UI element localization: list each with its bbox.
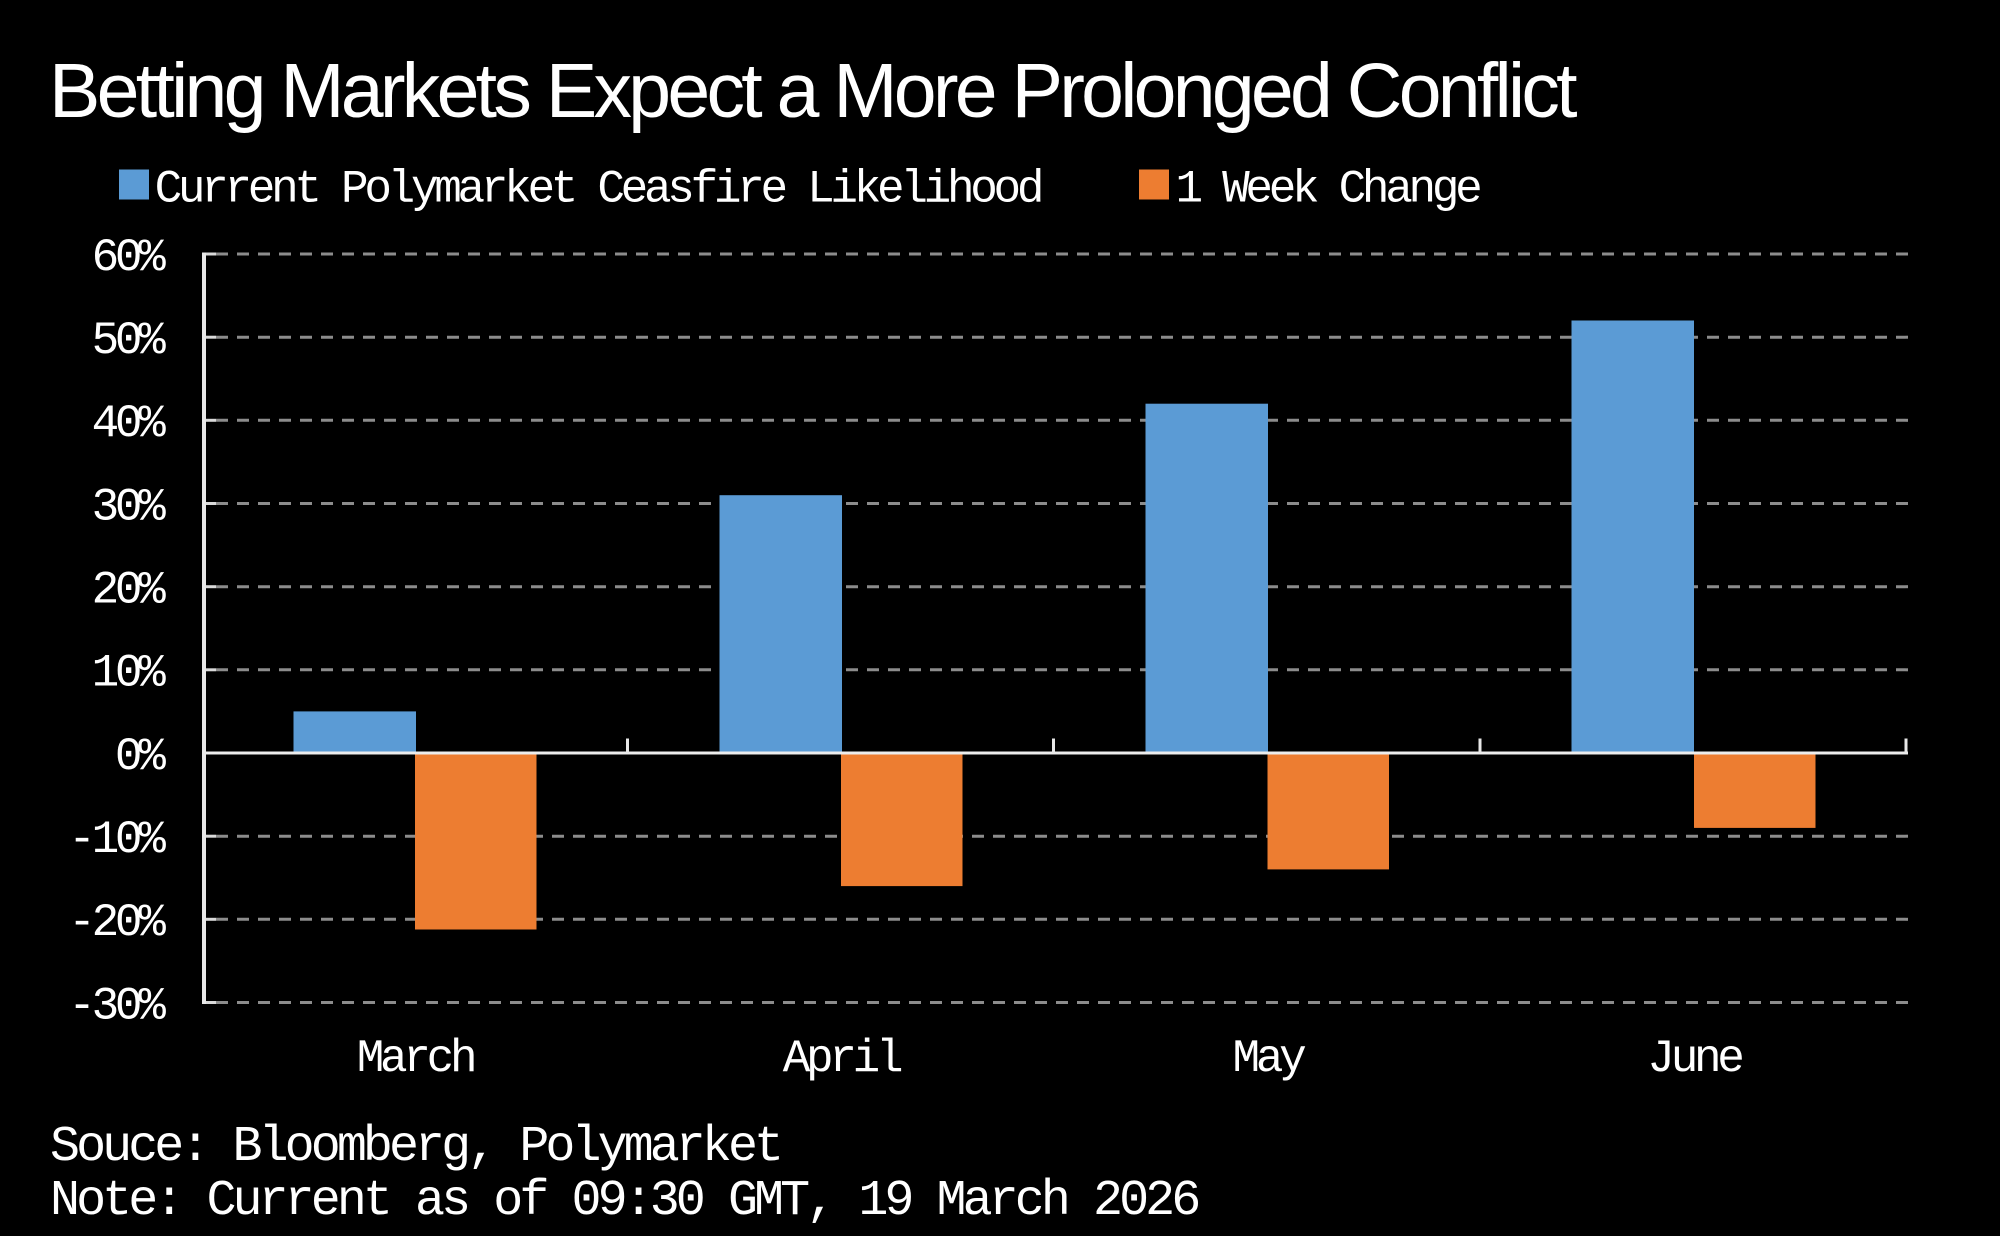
svg-text:50%: 50% (92, 315, 167, 367)
svg-text:Souce: Bloomberg, Polymarket: Souce: Bloomberg, Polymarket (50, 1119, 780, 1176)
svg-text:40%: 40% (92, 398, 167, 450)
svg-text:Betting Markets Expect a More: Betting Markets Expect a More Prolonged … (49, 48, 1577, 134)
svg-text:30%: 30% (92, 481, 167, 533)
svg-text:April: April (783, 1033, 902, 1085)
svg-text:May: May (1233, 1033, 1307, 1085)
svg-text:1 Week Change: 1 Week Change (1176, 164, 1481, 216)
svg-text:-10%: -10% (68, 814, 166, 866)
svg-text:March: March (357, 1033, 474, 1085)
svg-text:-30%: -30% (68, 980, 166, 1032)
svg-text:20%: 20% (92, 565, 167, 617)
svg-text:Current Polymarket Ceasfire Li: Current Polymarket Ceasfire Likelihood (155, 164, 1041, 216)
svg-text:-20%: -20% (68, 897, 166, 949)
svg-text:60%: 60% (92, 232, 167, 284)
svg-text:Note: Current as of 09:30 GMT,: Note: Current as of 09:30 GMT, 19 March … (50, 1173, 1198, 1230)
svg-text:0%: 0% (115, 731, 166, 783)
svg-text:10%: 10% (92, 648, 167, 700)
svg-text:June: June (1647, 1033, 1742, 1085)
